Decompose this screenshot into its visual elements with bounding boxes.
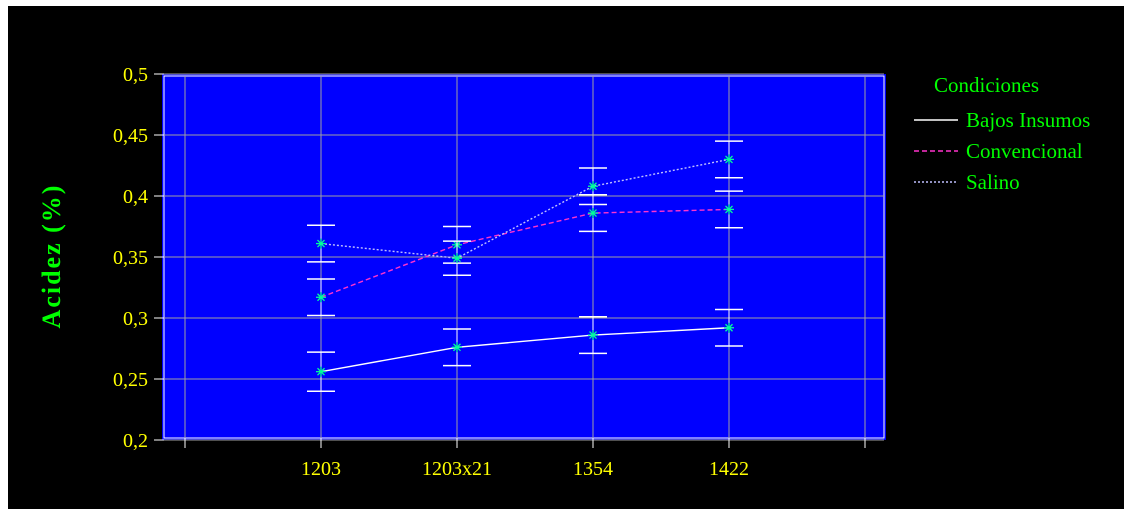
y-tick-label: 0,25 xyxy=(113,369,148,391)
y-tick-label: 0,2 xyxy=(123,430,148,452)
marker-stroke xyxy=(453,343,461,352)
series-marker xyxy=(316,238,326,249)
y-axis-label: Acidez (%) xyxy=(37,184,66,329)
x-tick-label: 1203x21 xyxy=(422,458,492,480)
series-line xyxy=(320,158,730,259)
series-line xyxy=(320,208,730,298)
series-marker xyxy=(588,181,598,192)
series-marker xyxy=(724,322,734,333)
x-tick-label: 1203 xyxy=(301,458,341,480)
series-marker xyxy=(724,154,734,165)
marker-stroke xyxy=(725,155,733,164)
series-marker xyxy=(316,292,326,303)
marker-stroke xyxy=(317,293,325,302)
series-marker xyxy=(452,342,462,353)
legend-label: Salino xyxy=(966,170,1020,194)
marker-stroke xyxy=(317,239,325,248)
series-marker xyxy=(316,366,326,377)
series-marker xyxy=(588,330,598,341)
series-marker xyxy=(588,208,598,219)
marker-stroke xyxy=(317,367,325,376)
legend-label: Convencional xyxy=(966,139,1083,163)
y-tick-label: 0,5 xyxy=(123,64,148,86)
series-marker xyxy=(452,253,462,264)
legend: Condiciones Bajos Insumos Convencional Sali… xyxy=(914,73,1090,194)
series-line xyxy=(320,327,730,373)
marker-stroke xyxy=(725,323,733,332)
y-tick-label: 0,35 xyxy=(113,247,148,269)
x-tick-label: 1422 xyxy=(709,458,749,480)
marker-stroke xyxy=(589,182,597,191)
y-tick-label: 0,45 xyxy=(113,125,148,147)
y-tick-label: 0,4 xyxy=(123,186,148,208)
marker-stroke xyxy=(453,254,461,263)
marker-stroke xyxy=(589,331,597,340)
legend-title: Condiciones xyxy=(934,73,1039,97)
y-tick-label: 0,3 xyxy=(123,308,148,330)
marker-stroke xyxy=(589,209,597,218)
axis-layer: 0,2 0,25 0,3 0,35 0,4 0,45 0,5 1203 1203x21 1354 1… xyxy=(113,64,866,480)
series-marker xyxy=(724,204,734,215)
legend-label: Bajos Insumos xyxy=(966,108,1090,132)
x-tick-label: 1354 xyxy=(573,458,613,480)
marker-stroke xyxy=(725,205,733,214)
plot-layer xyxy=(162,73,886,441)
